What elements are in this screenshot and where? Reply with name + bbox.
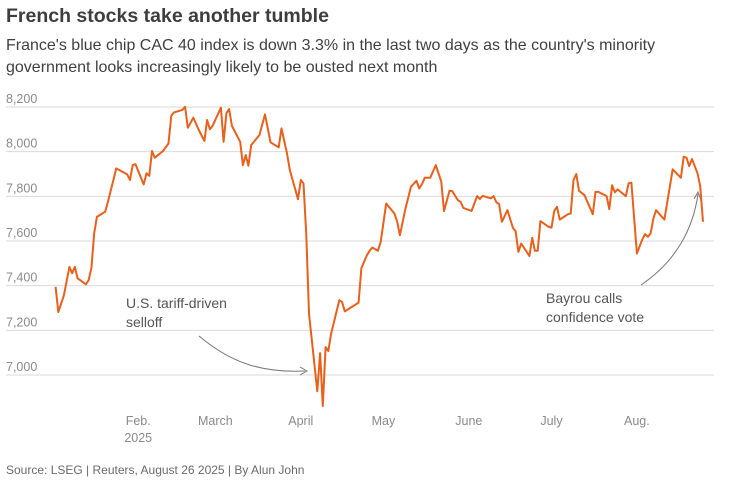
y-tick-label: 7,800 (6, 181, 37, 195)
annotation-bayrou-line2: confidence vote (546, 309, 644, 325)
x-tick-sublabel: 2025 (124, 431, 152, 445)
x-tick-label: Aug. (624, 414, 650, 428)
x-tick-label: April (288, 414, 313, 428)
y-tick-label: 7,000 (6, 360, 37, 374)
annotation-tariff-arrowhead-icon (299, 366, 309, 376)
annotation-bayrou-arrow (640, 193, 699, 286)
x-tick-label: Feb. (126, 414, 151, 428)
annotation-tariff-line1: U.S. tariff-driven (126, 295, 227, 311)
y-tick-label: 7,400 (6, 271, 37, 285)
y-tick-label: 8,200 (6, 92, 37, 106)
y-tick-label: 7,200 (6, 315, 37, 329)
x-tick-label: May (372, 414, 396, 428)
annotation-bayrou-line1: Bayrou calls (546, 290, 622, 306)
chart-subtitle: France's blue chip CAC 40 index is down … (6, 37, 656, 76)
y-tick-label: 8,000 (6, 137, 37, 151)
annotation-tariff-arrow (198, 335, 306, 372)
annotation-bayrou-arrowhead-icon (693, 190, 702, 201)
annotation-tariff-line2: selloff (126, 314, 162, 330)
x-tick-label: March (198, 414, 233, 428)
series-line-cac40 (54, 105, 704, 407)
y-tick-label: 7,600 (6, 226, 37, 240)
source-note: Source: LSEG | Reuters, August 26 2025 |… (6, 463, 305, 477)
x-tick-label: June (455, 414, 482, 428)
chart-title: French stocks take another tumble (6, 5, 329, 27)
x-tick-label: July (540, 414, 563, 428)
